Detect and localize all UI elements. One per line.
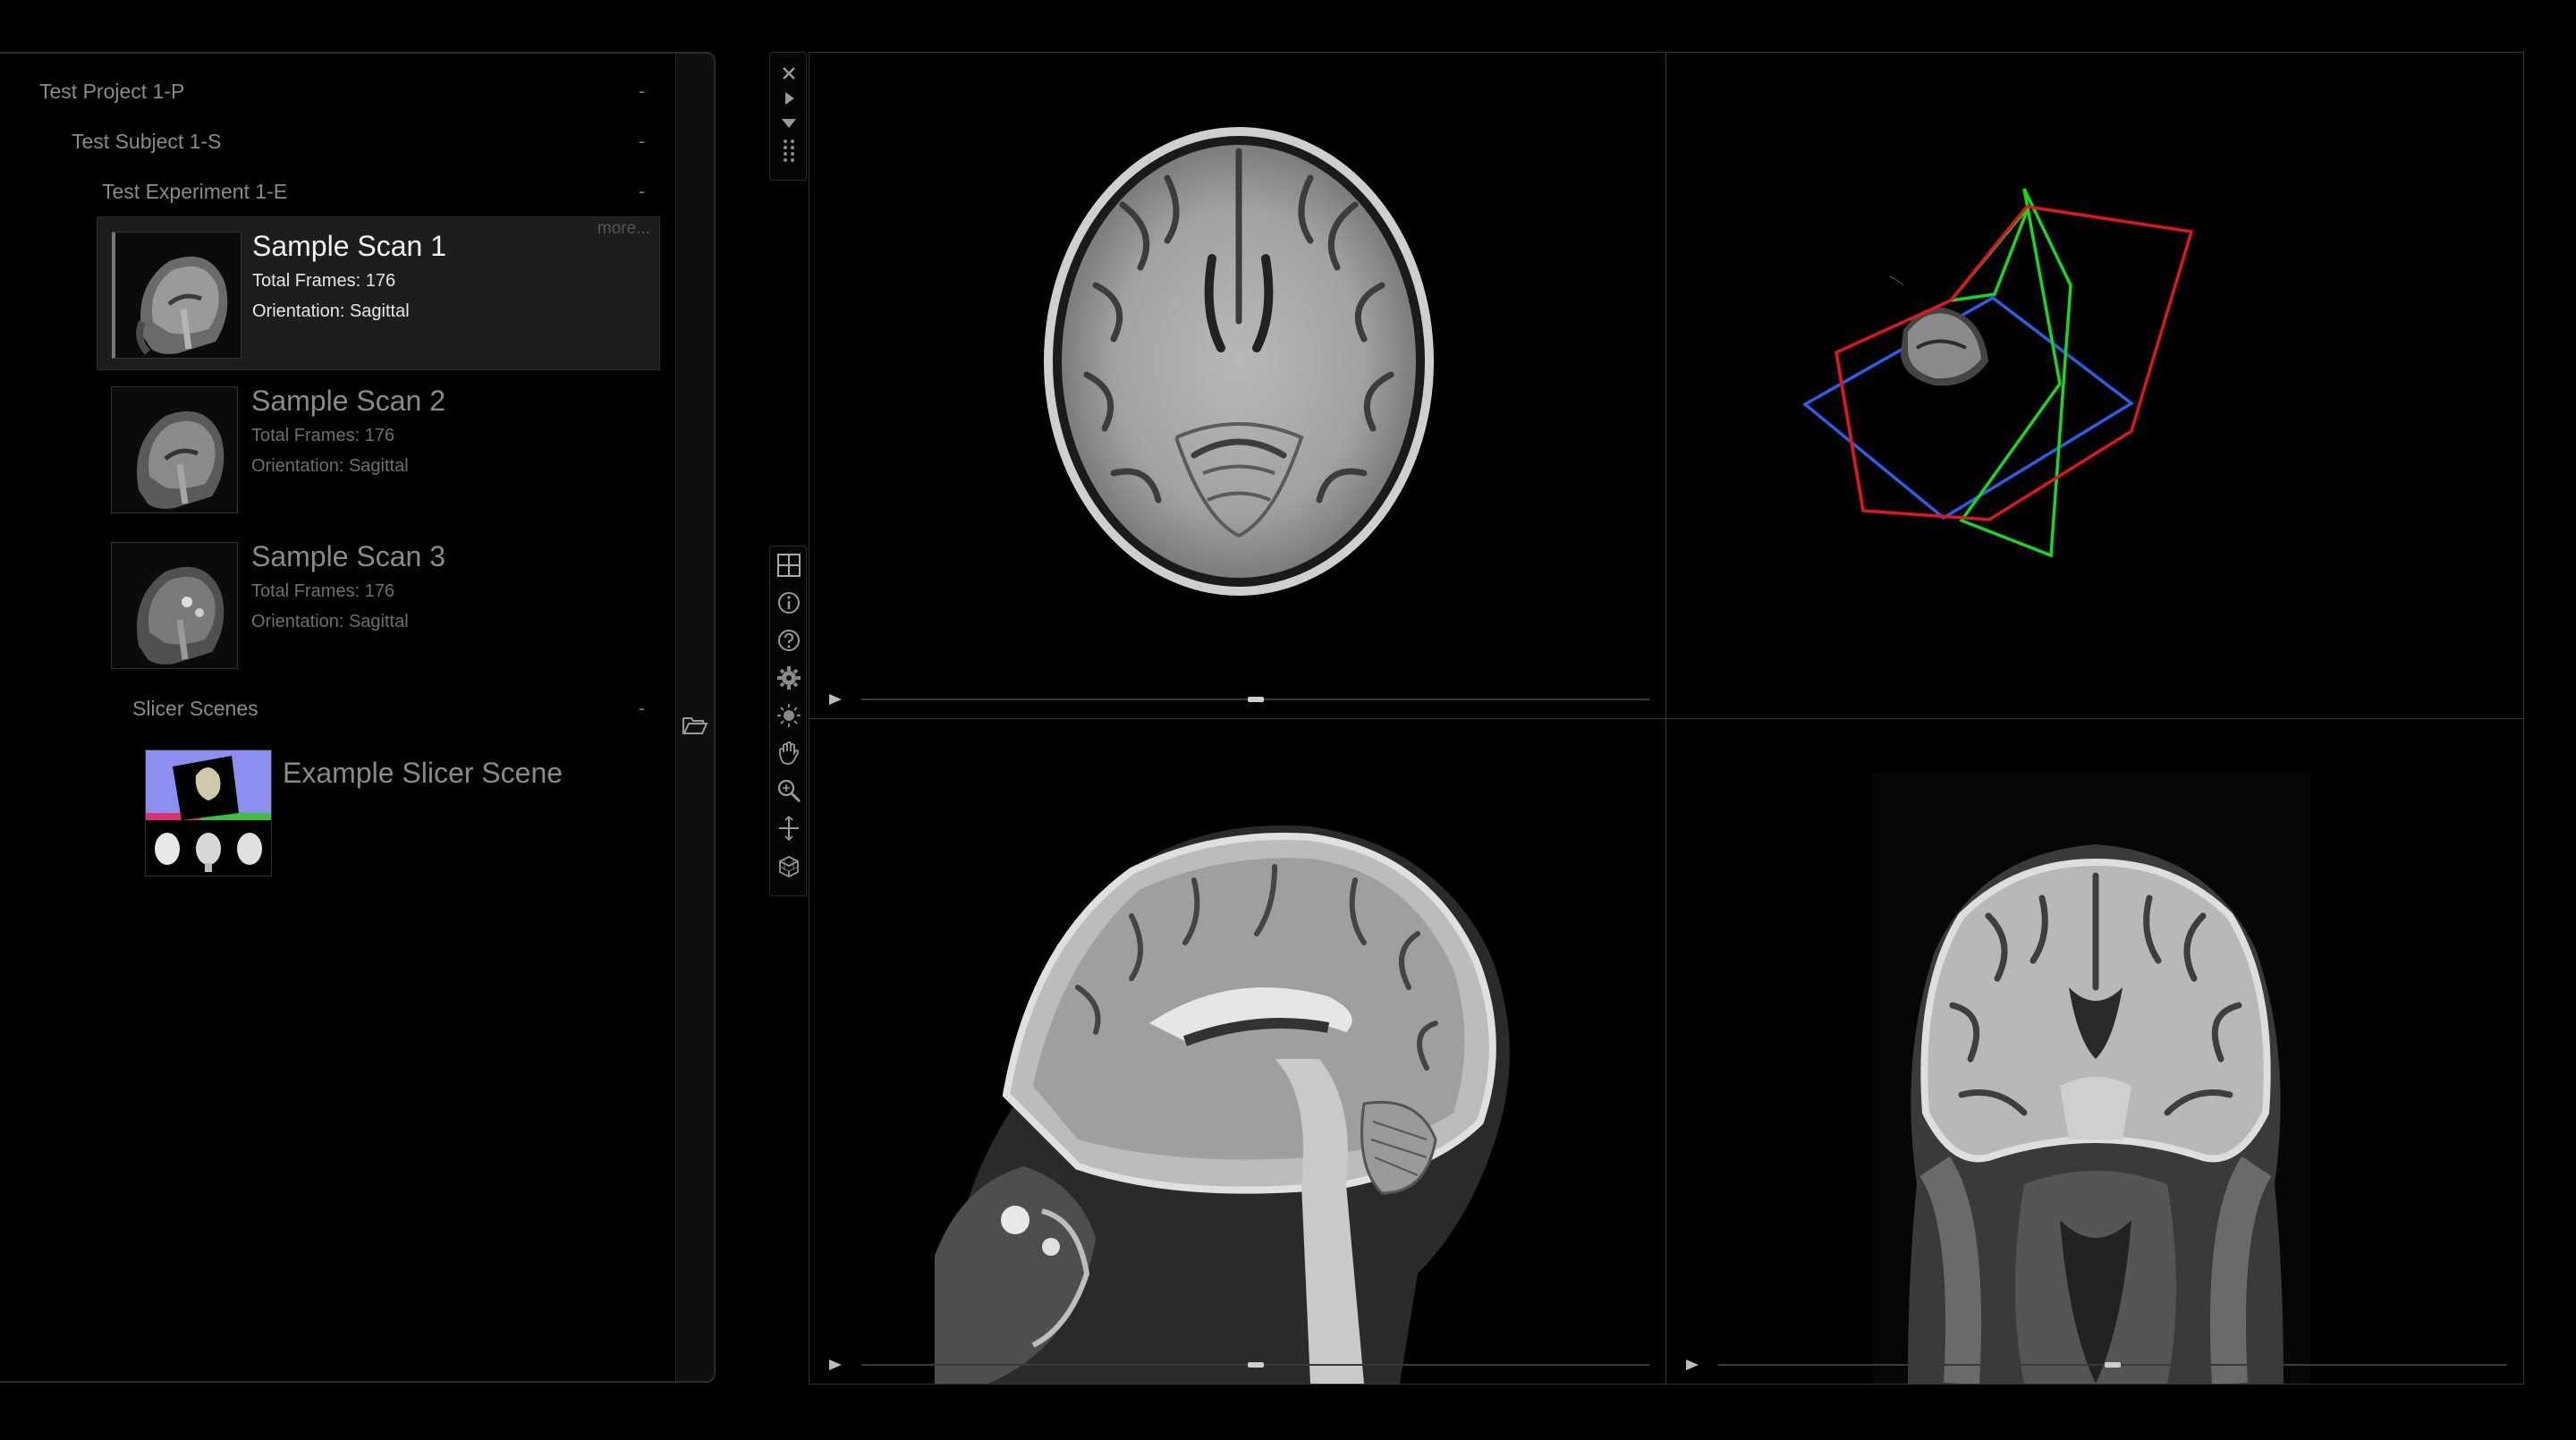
scan-thumbnail-sagittal (111, 542, 238, 669)
tree-experiment-label: Test Experiment 1-E (102, 180, 288, 203)
play-icon[interactable] (826, 1355, 845, 1375)
layout-grid-icon[interactable] (775, 552, 802, 579)
help-icon[interactable] (775, 627, 802, 654)
scan-title: Sample Scan 2 (251, 385, 446, 417)
tree-subject[interactable]: Test Subject 1-S (72, 122, 221, 161)
project-collapse-toggle[interactable]: - (639, 80, 646, 102)
scan-title: Sample Scan 3 (251, 540, 446, 572)
zoom-icon[interactable] (775, 777, 802, 804)
slice-slider-coronal[interactable] (1718, 1362, 2507, 1368)
tree-subject-label: Test Subject 1-S (72, 130, 222, 153)
sagittal-plane-outline (1959, 188, 2072, 558)
cube-3d-icon[interactable] (775, 852, 802, 879)
experiment-collapse-toggle[interactable]: - (639, 180, 646, 202)
subject-collapse-toggle[interactable]: - (639, 130, 646, 152)
coronal-brain-image (1872, 773, 2310, 1384)
slice-slider-sagittal[interactable] (861, 1362, 1649, 1368)
scan-thumbnail-sagittal (111, 386, 238, 513)
slice-slider-axial[interactable] (861, 697, 1649, 702)
play-icon[interactable] (826, 690, 845, 709)
scan-browser-panel: Test Project 1-P - Test Subject 1-S - Te… (0, 52, 716, 1383)
slider-handle[interactable] (1247, 1362, 1264, 1368)
scan-orientation: Orientation: Sagittal (251, 612, 409, 631)
scan-item-1[interactable]: Sample Scan 1 Total Frames: 176 Orientat… (97, 216, 660, 370)
image-viewer (809, 52, 2524, 1385)
slider-handle[interactable] (1247, 697, 1264, 702)
viewport-axial[interactable] (809, 53, 1666, 719)
dropdown-icon[interactable] (775, 110, 802, 137)
open-folder-icon[interactable] (682, 714, 708, 737)
scan-total-frames: Total Frames: 176 (251, 581, 395, 601)
settings-gear-icon[interactable] (775, 665, 802, 691)
grip-icon[interactable] (775, 137, 802, 164)
viewer-control-toolbar (769, 52, 807, 181)
tree-slicer-scenes[interactable]: Slicer Scenes (132, 689, 258, 728)
tree-slicer-scenes-label: Slicer Scenes (132, 697, 258, 720)
tree-project[interactable]: Test Project 1-P (39, 72, 184, 111)
brightness-icon[interactable] (775, 702, 802, 729)
scan-thumbnail-sagittal (112, 232, 242, 359)
play-icon[interactable] (1682, 1355, 1702, 1375)
slicer-scene-title: Example Slicer Scene (283, 757, 564, 789)
tree-experiment[interactable]: Test Experiment 1-E (102, 172, 287, 211)
more-link[interactable]: more... (597, 219, 650, 238)
slicer-scene-thumbnail (145, 750, 272, 877)
close-icon[interactable] (775, 60, 802, 87)
info-icon[interactable] (775, 589, 802, 616)
scan-total-frames: Total Frames: 176 (252, 271, 396, 291)
viewport-coronal[interactable] (1666, 719, 2523, 1384)
crosshair-icon[interactable] (775, 815, 802, 842)
viewport-sagittal[interactable] (809, 719, 1666, 1384)
scan-total-frames: Total Frames: 176 (251, 426, 395, 445)
slicer-collapse-toggle[interactable]: - (639, 697, 646, 719)
axial-brain-image (1044, 127, 1434, 596)
scan-orientation: Orientation: Sagittal (251, 456, 409, 476)
scan-title: Sample Scan 1 (252, 230, 447, 262)
tree-project-label: Test Project 1-P (39, 80, 185, 103)
pan-hand-icon[interactable] (775, 740, 802, 767)
slider-handle[interactable] (2105, 1362, 2121, 1368)
slicer-scene-item[interactable]: Example Slicer Scene (145, 750, 646, 884)
browser-collapse-strip[interactable] (675, 54, 714, 1381)
sagittal-brain-image (935, 825, 1510, 1384)
scan-item-2[interactable]: Sample Scan 2 Total Frames: 176 Orientat… (97, 372, 660, 526)
viewer-tools-toolbar (769, 546, 807, 896)
scan-item-3[interactable]: Sample Scan 3 Total Frames: 176 Orientat… (97, 528, 660, 682)
3d-render-planes (1801, 188, 2194, 558)
scan-orientation: Orientation: Sagittal (252, 301, 410, 321)
play-right-icon[interactable] (775, 85, 802, 112)
viewport-3d[interactable] (1666, 53, 2523, 719)
